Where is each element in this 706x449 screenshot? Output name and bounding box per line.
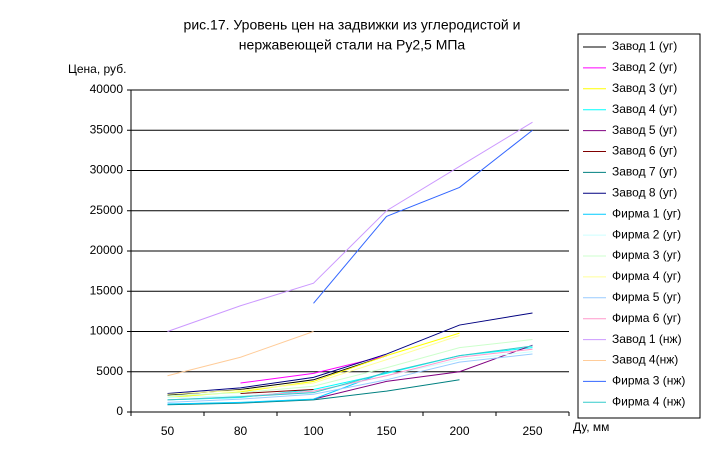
y-tick-label: 30000	[90, 163, 124, 177]
legend-label: Завод 5 (уг)	[612, 123, 677, 137]
legend-label: Фирма 4 (уг)	[612, 269, 681, 283]
series-line	[240, 388, 314, 394]
legend-label: Завод 6 (уг)	[612, 144, 677, 158]
y-tick-label: 15000	[90, 283, 124, 297]
series-line	[167, 353, 533, 403]
legend-label: Фирма 5 (уг)	[612, 290, 681, 304]
legend-label: Фирма 3 (нж)	[612, 374, 685, 388]
series-line	[167, 348, 533, 401]
series-line	[313, 129, 533, 304]
legend-label: Завод 1 (уг)	[612, 39, 677, 53]
y-tick-label: 40000	[90, 82, 124, 96]
chart-title: рис.17. Уровень цен на задвижки из углер…	[184, 17, 521, 33]
series-line	[167, 379, 460, 406]
series-line	[167, 331, 314, 377]
legend-box	[577, 33, 701, 419]
series-line	[167, 335, 460, 395]
series-line	[167, 371, 387, 405]
x-tick-label: 50	[161, 424, 175, 438]
x-tick-label: 150	[376, 424, 396, 438]
legend-label: Фирма 4 (нж)	[612, 394, 685, 408]
series-line	[167, 312, 533, 394]
y-tick-label: 5000	[96, 364, 123, 378]
legend-label: Фирма 6 (уг)	[612, 311, 681, 325]
legend-label: Завод 7 (уг)	[612, 165, 677, 179]
legend-label: Фирма 2 (уг)	[612, 227, 681, 241]
x-tick-label: 80	[234, 424, 248, 438]
legend-label: Завод 4(нж)	[612, 353, 678, 367]
legend-label: Завод 2 (уг)	[612, 60, 677, 74]
legend-label: Завод 1 (нж)	[612, 332, 682, 346]
y-tick-label: 35000	[90, 122, 124, 136]
x-tick-label: 100	[303, 424, 323, 438]
series-line	[167, 121, 533, 332]
legend-label: Фирма 1 (уг)	[612, 206, 681, 220]
legend-label: Завод 4 (уг)	[612, 102, 677, 116]
series-line	[167, 345, 533, 401]
y-axis-label: Цена, руб.	[68, 62, 126, 76]
series-line	[167, 339, 533, 397]
y-tick-label: 0	[116, 404, 123, 418]
chart-title: нержавеющей стали на Ру2,5 МПа	[239, 37, 466, 53]
legend-label: Завод 8 (уг)	[612, 185, 677, 199]
y-tick-label: 25000	[90, 203, 124, 217]
y-tick-label: 20000	[90, 243, 124, 257]
legend-label: Завод 3 (уг)	[612, 81, 677, 95]
x-axis-label: Ду, мм	[573, 420, 609, 434]
legend-label: Фирма 3 (уг)	[612, 248, 681, 262]
x-tick-label: 250	[522, 424, 542, 438]
x-tick-label: 200	[449, 424, 469, 438]
y-tick-label: 10000	[90, 324, 124, 338]
